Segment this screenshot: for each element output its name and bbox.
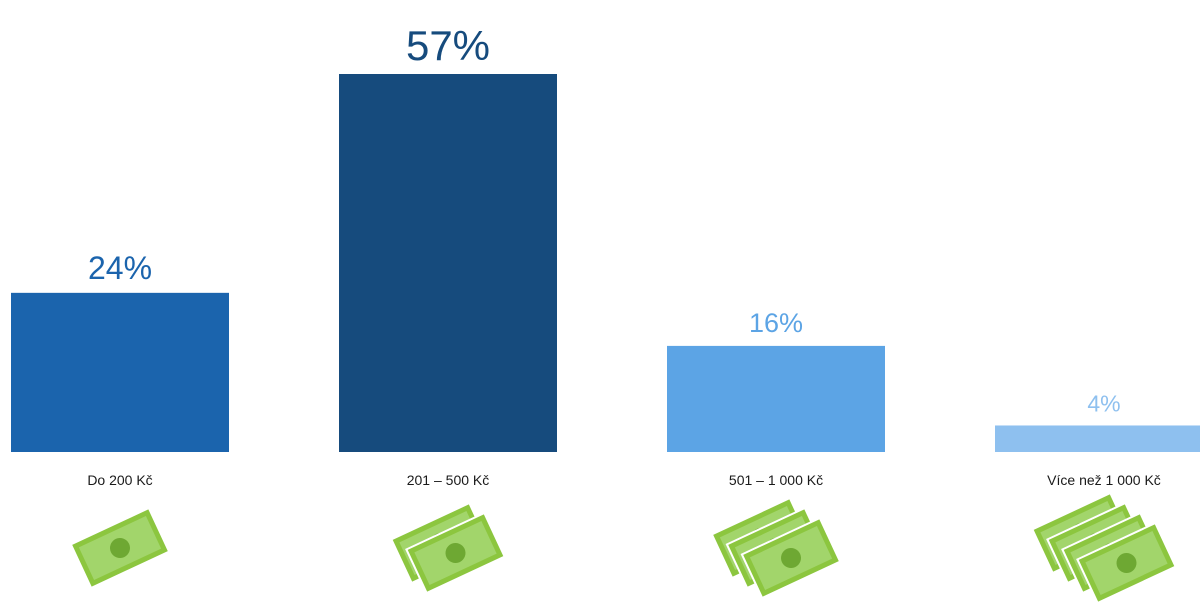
category-label-4: Více než 1 000 Kč xyxy=(1047,472,1161,488)
category-label-2: 201 – 500 Kč xyxy=(407,472,490,488)
category-label-3: 501 – 1 000 Kč xyxy=(729,472,823,488)
bar-3 xyxy=(667,345,885,452)
banknote xyxy=(405,511,506,595)
bar-2 xyxy=(339,74,557,452)
banknote-icon xyxy=(390,501,506,595)
bar-value-label-1: 24% xyxy=(88,250,152,286)
banknote xyxy=(740,516,842,600)
banknote-icon xyxy=(1031,491,1177,605)
banknote xyxy=(69,506,171,590)
bar-value-label-2: 57% xyxy=(406,22,490,69)
category-label-1: Do 200 Kč xyxy=(87,472,152,488)
banknote-icon xyxy=(710,496,842,600)
banknote xyxy=(1076,521,1177,605)
bar-1 xyxy=(11,292,229,452)
banknote-icon xyxy=(69,506,171,590)
bar-value-label-4: 4% xyxy=(1087,390,1120,416)
bar-4 xyxy=(995,425,1200,452)
bar-value-label-3: 16% xyxy=(749,308,803,338)
